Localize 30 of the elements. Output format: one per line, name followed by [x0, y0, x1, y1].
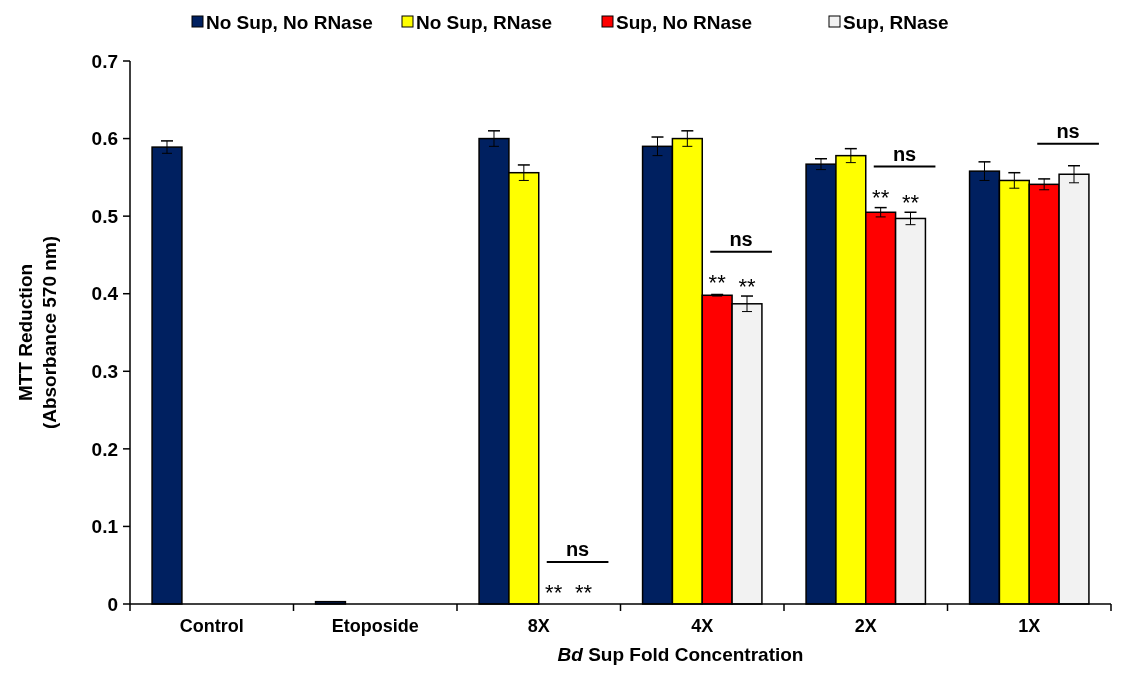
annotation: ns — [729, 227, 753, 250]
annotation: ns — [892, 142, 917, 165]
annotation: ** — [708, 269, 727, 295]
y-tick-label: 0.7 — [91, 50, 118, 72]
y-tick-label: 0.2 — [91, 438, 118, 460]
x-tick-label: 8X — [527, 616, 550, 636]
legend-label: Sup, RNase — [843, 11, 949, 33]
legend-label: No Sup, No RNase — [206, 11, 373, 33]
y-tick-label: 0.6 — [91, 128, 118, 150]
annotation: ns — [1056, 119, 1080, 142]
y-axis-title: MTT Reduction (Absorbance 570 nm) — [15, 235, 60, 430]
annotation: ** — [574, 580, 593, 606]
annotation: ** — [872, 184, 890, 210]
y-tick-label: 0.4 — [91, 283, 119, 305]
x-tick-label: 1X — [1018, 616, 1041, 636]
y-tick-label: 0.5 — [91, 205, 119, 227]
x-axis-title: Bd Sup Fold Concentration — [557, 644, 804, 665]
x-tick-label: Etoposide — [331, 616, 419, 636]
x-tick-label: 2X — [854, 616, 877, 636]
annotation: ** — [545, 580, 563, 606]
y-tick-label: 0 — [107, 593, 118, 615]
annotation: ns — [565, 538, 590, 561]
y-tick-label: 0.1 — [91, 516, 119, 538]
x-tick-label: 4X — [691, 616, 714, 636]
x-tick-label: Control — [179, 616, 244, 636]
legend-label: Sup, No RNase — [616, 11, 753, 33]
y-tick-label: 0.3 — [91, 360, 118, 382]
legend-label: No Sup, RNase — [416, 11, 553, 33]
annotation: ** — [901, 189, 920, 215]
annotation: ** — [738, 273, 757, 299]
